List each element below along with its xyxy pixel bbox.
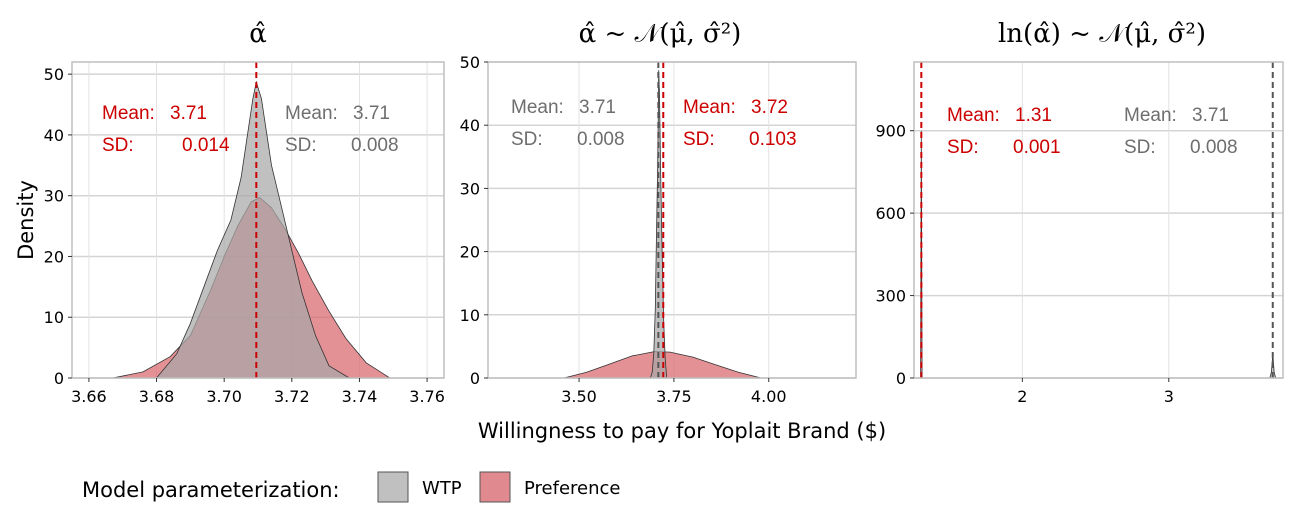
sd-label: SD: xyxy=(102,135,134,156)
y-tick-label: 600 xyxy=(875,204,906,223)
legend-swatch-preference xyxy=(479,471,511,503)
mean-label: Mean: xyxy=(511,97,564,118)
sd-value: 0.103 xyxy=(749,129,797,150)
x-tick-label: 4.00 xyxy=(751,387,787,406)
panel-frame xyxy=(71,61,445,379)
stats-annotation: Mean: 3.72 SD: 0.103 xyxy=(683,97,797,150)
y-tick-label: 10 xyxy=(460,306,480,325)
x-tick-label: 3.72 xyxy=(274,387,310,406)
y-tick-label: 0 xyxy=(470,369,480,388)
legend-label-preference: Preference xyxy=(524,478,621,499)
legend: Model parameterization: WTP Preference xyxy=(82,471,621,503)
x-tick-label: 2 xyxy=(1017,387,1027,406)
mean-value: 3.71 xyxy=(170,103,207,124)
y-tick-label: 50 xyxy=(460,53,480,72)
y-tick-label: 30 xyxy=(460,179,480,198)
sd-value: 0.001 xyxy=(1013,137,1061,158)
panel-title: ln(α̂) ~ 𝒩(μ̂, σ̂²) xyxy=(998,19,1206,49)
x-tick-label: 3.76 xyxy=(409,387,445,406)
sd-label: SD: xyxy=(1124,137,1156,158)
y-tick-label: 40 xyxy=(460,116,480,135)
sd-value: 0.014 xyxy=(182,135,230,156)
x-tick-label: 3.70 xyxy=(206,387,242,406)
y-tick-label: 20 xyxy=(44,247,64,266)
mean-label: Mean: xyxy=(683,97,736,118)
y-tick-label: 20 xyxy=(460,243,480,262)
x-tick-label: 3.75 xyxy=(656,387,692,406)
sd-value: 0.008 xyxy=(1190,137,1238,158)
panel-title: α̂ ~ 𝒩(μ̂, σ̂²) xyxy=(579,19,742,49)
y-axis-title: Density xyxy=(14,180,38,260)
legend-title: Model parameterization: xyxy=(82,478,340,502)
sd-label: SD: xyxy=(285,135,317,156)
x-tick-label: 3 xyxy=(1164,387,1174,406)
y-tick-label: 40 xyxy=(44,126,64,145)
legend-label-wtp: WTP xyxy=(422,478,462,499)
stats-annotation: Mean: 3.71 SD: 0.014 xyxy=(102,103,230,156)
stats-annotation: Mean: 3.71 SD: 0.008 xyxy=(511,97,625,150)
panel-title: α̂ xyxy=(249,19,267,49)
panel-1: 0 10 20 30 40 50 3.66 3.68 3.70 3.72 3.74 3.76 α̂ Den… xyxy=(14,19,445,406)
stats-annotation: Mean: 3.71 SD: 0.008 xyxy=(1124,105,1238,158)
mean-value: 3.72 xyxy=(751,97,788,118)
mean-value: 3.71 xyxy=(1192,105,1229,126)
x-axis-title: Willingness to pay for Yoplait Brand ($) xyxy=(478,419,886,443)
mean-label: Mean: xyxy=(947,105,1000,126)
x-tick-label: 3.74 xyxy=(342,387,378,406)
x-tick-label: 3.68 xyxy=(139,387,175,406)
y-tick-label: 900 xyxy=(875,122,906,141)
y-tick-label: 50 xyxy=(44,65,64,84)
mean-label: Mean: xyxy=(102,103,155,124)
panel-3: 0 300 600 900 2 3 ln(α̂) ~ 𝒩(μ̂, σ̂²) Mean: 1.31… xyxy=(875,19,1284,406)
mean-label: Mean: xyxy=(1124,105,1177,126)
y-tick-label: 300 xyxy=(875,287,906,306)
mean-value: 3.71 xyxy=(353,103,390,124)
mean-label: Mean: xyxy=(285,103,338,124)
y-tick-label: 0 xyxy=(54,369,64,388)
sd-value: 0.008 xyxy=(577,129,625,150)
sd-label: SD: xyxy=(511,129,543,150)
legend-swatch-wtp xyxy=(377,471,409,503)
sd-label: SD: xyxy=(683,129,715,150)
y-tick-label: 30 xyxy=(44,187,64,206)
panel-frame xyxy=(913,61,1284,379)
stats-annotation: Mean: 1.31 SD: 0.001 xyxy=(947,105,1061,158)
mean-value: 1.31 xyxy=(1015,105,1052,126)
stats-annotation: Mean: 3.71 SD: 0.008 xyxy=(285,103,399,156)
panel-frame xyxy=(487,61,857,379)
density-wtp xyxy=(155,80,351,379)
y-tick-label: 0 xyxy=(896,369,906,388)
x-tick-label: 3.50 xyxy=(561,387,597,406)
panel-2: 0 10 20 30 40 50 3.50 3.75 4.00 α̂ ~ 𝒩(μ̂, σ̂²) Me… xyxy=(460,19,857,406)
sd-label: SD: xyxy=(947,137,979,158)
mean-value: 3.71 xyxy=(579,97,616,118)
x-tick-label: 3.66 xyxy=(71,387,107,406)
sd-value: 0.008 xyxy=(351,135,399,156)
y-tick-label: 10 xyxy=(44,308,64,327)
